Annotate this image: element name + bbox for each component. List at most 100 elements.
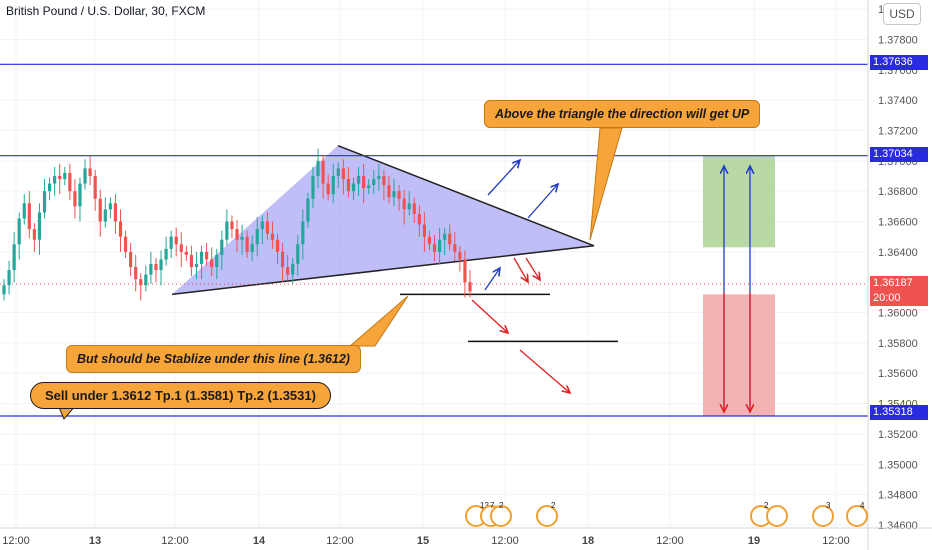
candle <box>164 236 168 266</box>
candle <box>27 191 31 239</box>
candle-body <box>336 168 340 176</box>
event-count: 3 <box>826 501 831 510</box>
candle-body <box>154 264 158 271</box>
arrow-up <box>487 160 520 196</box>
candle-body <box>78 183 82 207</box>
candle-body <box>382 176 386 186</box>
callout-pointers <box>57 127 623 420</box>
candle <box>265 212 269 240</box>
us-flag-event-icon[interactable] <box>490 505 512 527</box>
candle-body <box>270 233 275 240</box>
candle <box>17 212 21 260</box>
candle <box>189 245 194 277</box>
candle <box>367 179 371 195</box>
candle-body <box>68 172 72 192</box>
candle <box>432 235 437 261</box>
candle <box>392 179 396 207</box>
candle <box>453 232 457 261</box>
candle <box>194 251 199 280</box>
candle <box>134 254 138 292</box>
us-flag-event-icon[interactable] <box>812 505 834 527</box>
candle <box>291 257 295 284</box>
candle-body <box>199 251 204 264</box>
candle <box>427 230 432 251</box>
candle <box>199 245 204 280</box>
uk-flag-event-icon[interactable] <box>766 505 788 527</box>
candle-body <box>134 267 138 280</box>
uk-flag-event-icon[interactable] <box>846 505 868 527</box>
callout-direction-up[interactable]: Above the triangle the direction will ge… <box>484 100 761 128</box>
time-tick-label: 18 <box>582 535 594 547</box>
callout-sell-plan[interactable]: Sell under 1.3612 Tp.1 (1.3581) Tp.2 (1.… <box>30 382 331 409</box>
candle-body <box>184 251 188 255</box>
candle <box>93 169 97 211</box>
candle-body <box>7 270 11 286</box>
candle-body <box>286 267 290 275</box>
chart-title: British Pound / U.S. Dollar, 30, FXCM <box>6 4 206 18</box>
candle <box>377 163 381 192</box>
candle-body <box>341 168 345 180</box>
candle-body <box>108 203 112 210</box>
candle <box>2 279 6 301</box>
candle <box>123 230 128 258</box>
event-count: 7 <box>490 501 495 510</box>
currency-button[interactable]: USD <box>883 3 921 25</box>
candle <box>53 166 57 196</box>
candle <box>260 215 264 245</box>
candle-body <box>220 239 224 255</box>
candle <box>108 197 112 219</box>
uk-flag-event-icon[interactable] <box>536 505 558 527</box>
event-count: 12 <box>480 501 489 510</box>
candle-body <box>367 185 371 189</box>
candle <box>113 194 118 234</box>
time-tick-label: 12:00 <box>822 535 850 547</box>
price-tag-current: 1.36187 <box>870 276 928 291</box>
candle <box>12 232 16 283</box>
triangle-fill <box>172 145 594 295</box>
candle-body <box>280 251 285 268</box>
candle <box>68 163 72 201</box>
top-callout-pointer <box>589 127 623 241</box>
candle-body <box>265 221 269 234</box>
price-tick-label: 1.35800 <box>878 338 918 350</box>
candle <box>346 166 351 198</box>
price-tag-upper: 1.37636 <box>870 55 928 70</box>
price-tick-label: 1.36800 <box>878 186 918 198</box>
candle-body <box>129 251 133 268</box>
buy-target-zone <box>703 155 775 248</box>
triangle-lower-edge <box>171 245 595 296</box>
candle <box>235 220 239 252</box>
callout-stabilize[interactable]: But should be Stablize under this line (… <box>66 345 361 373</box>
candle <box>326 174 330 201</box>
candle <box>179 232 183 268</box>
arrow-up <box>527 184 558 219</box>
time-tick-label: 13 <box>89 535 101 547</box>
candle-body <box>174 236 178 245</box>
candle-body <box>331 176 335 195</box>
candle <box>311 166 315 208</box>
candle-body <box>250 244 254 252</box>
candle-body <box>321 160 325 184</box>
candle-body <box>240 236 244 240</box>
candle <box>250 235 254 261</box>
candle-body <box>149 264 153 275</box>
arrow-down <box>519 349 570 393</box>
candle-body <box>402 198 406 210</box>
candle-body <box>144 274 148 286</box>
candle-body <box>260 221 264 230</box>
candle <box>407 191 411 216</box>
candle <box>230 215 234 239</box>
candle-body <box>387 185 391 198</box>
candle <box>58 163 62 195</box>
candle <box>397 185 401 211</box>
candle-body <box>2 285 6 295</box>
candle-body <box>291 264 295 275</box>
candle-body <box>255 229 259 245</box>
candle-body <box>42 191 47 213</box>
candle-body <box>164 248 168 260</box>
candle-body <box>453 244 457 252</box>
candle <box>362 163 366 204</box>
candle-body <box>458 251 462 260</box>
time-tick-label: 14 <box>253 535 266 547</box>
